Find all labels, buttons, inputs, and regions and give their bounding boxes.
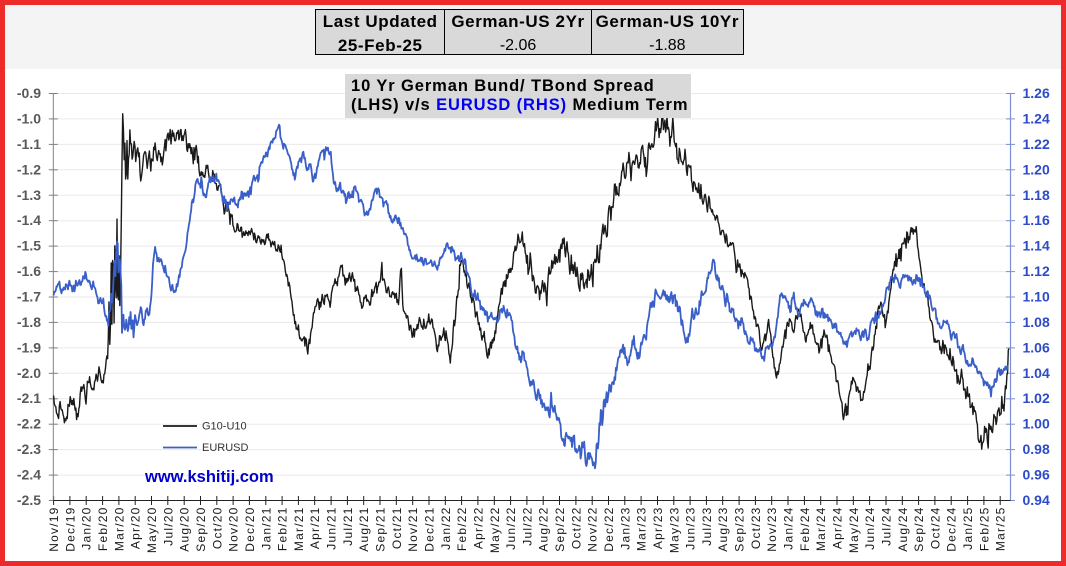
svg-text:1.00: 1.00: [1023, 416, 1050, 432]
svg-text:Mar/25: Mar/25: [994, 506, 1008, 551]
svg-text:Aug/21: Aug/21: [357, 507, 371, 552]
svg-text:Jul/21: Jul/21: [341, 507, 355, 546]
svg-text:Nov/20: Nov/20: [227, 507, 241, 552]
svg-text:1.22: 1.22: [1023, 136, 1050, 152]
svg-text:Sep/21: Sep/21: [374, 507, 388, 552]
svg-text:Jun/23: Jun/23: [684, 507, 698, 550]
svg-text:May/24: May/24: [847, 507, 861, 554]
svg-text:Sep/22: Sep/22: [553, 507, 567, 552]
svg-text:Aug/22: Aug/22: [537, 507, 551, 552]
svg-text:Jul/24: Jul/24: [880, 507, 894, 546]
svg-text:-2.4: -2.4: [17, 467, 41, 483]
svg-text:Feb/21: Feb/21: [276, 507, 290, 552]
svg-text:Dec/19: Dec/19: [63, 507, 77, 552]
svg-text:Feb/24: Feb/24: [798, 507, 812, 552]
svg-text:-2.5: -2.5: [17, 492, 41, 508]
svg-text:Feb/22: Feb/22: [455, 507, 469, 552]
svg-text:Jul/22: Jul/22: [520, 507, 534, 546]
svg-text:1.10: 1.10: [1023, 289, 1050, 305]
svg-text:Jul/20: Jul/20: [161, 507, 175, 546]
svg-text:Dec/20: Dec/20: [243, 507, 257, 552]
svg-text:1.14: 1.14: [1023, 238, 1050, 254]
svg-text:Dec/24: Dec/24: [945, 507, 959, 552]
svg-text:Apr/24: Apr/24: [831, 507, 845, 550]
svg-text:Oct/22: Oct/22: [569, 507, 583, 550]
svg-text:-1.5: -1.5: [17, 238, 41, 254]
svg-text:Feb/25: Feb/25: [977, 507, 991, 552]
svg-text:-0.9: -0.9: [17, 85, 41, 101]
svg-text:-2.2: -2.2: [17, 416, 41, 432]
svg-text:Aug/20: Aug/20: [178, 507, 192, 552]
svg-text:Mar/21: Mar/21: [292, 507, 306, 552]
svg-text:May/22: May/22: [488, 507, 502, 554]
svg-text:Nov/19: Nov/19: [47, 507, 61, 552]
svg-text:1.12: 1.12: [1023, 263, 1050, 279]
svg-text:0.96: 0.96: [1023, 467, 1050, 483]
svg-text:-1.3: -1.3: [17, 187, 41, 203]
svg-text:Oct/21: Oct/21: [390, 507, 404, 550]
svg-text:-2.0: -2.0: [17, 365, 41, 381]
svg-text:0.94: 0.94: [1023, 492, 1050, 508]
svg-text:www.kshitij.com: www.kshitij.com: [144, 468, 274, 486]
svg-text:-1.1: -1.1: [17, 136, 41, 152]
svg-text:1.04: 1.04: [1023, 365, 1050, 381]
svg-text:G10-U10: G10-U10: [202, 421, 247, 433]
svg-text:-1.2: -1.2: [17, 161, 41, 177]
svg-text:Apr/21: Apr/21: [308, 507, 322, 550]
svg-text:-1.6: -1.6: [17, 263, 41, 279]
svg-text:Aug/24: Aug/24: [896, 507, 910, 552]
svg-text:Sep/23: Sep/23: [733, 507, 747, 552]
svg-text:Jan/20: Jan/20: [80, 507, 94, 550]
svg-text:Oct/20: Oct/20: [210, 507, 224, 550]
svg-text:EURUSD: EURUSD: [202, 442, 249, 454]
svg-text:Sep/24: Sep/24: [912, 507, 926, 552]
svg-text:Apr/22: Apr/22: [471, 507, 485, 550]
svg-text:1.18: 1.18: [1023, 187, 1050, 203]
svg-text:Aug/23: Aug/23: [716, 507, 730, 552]
svg-text:Jul/23: Jul/23: [700, 507, 714, 546]
svg-text:Mar/20: Mar/20: [112, 507, 126, 552]
svg-text:Jun/21: Jun/21: [325, 507, 339, 550]
svg-text:Mar/24: Mar/24: [814, 507, 828, 552]
svg-text:1.24: 1.24: [1023, 110, 1050, 126]
svg-text:1.26: 1.26: [1023, 85, 1050, 101]
svg-text:Nov/21: Nov/21: [406, 507, 420, 552]
svg-text:Sep/20: Sep/20: [194, 507, 208, 552]
svg-text:Oct/24: Oct/24: [928, 507, 942, 550]
svg-text:1.16: 1.16: [1023, 212, 1050, 228]
svg-text:-1.0: -1.0: [17, 110, 41, 126]
svg-text:Jan/22: Jan/22: [439, 507, 453, 550]
svg-text:1.02: 1.02: [1023, 390, 1050, 406]
svg-text:Apr/23: Apr/23: [651, 507, 665, 550]
svg-text:-1.8: -1.8: [17, 314, 41, 330]
svg-text:-1.9: -1.9: [17, 339, 41, 355]
svg-text:Jan/24: Jan/24: [782, 507, 796, 550]
svg-text:-1.4: -1.4: [17, 212, 41, 228]
svg-text:1.06: 1.06: [1023, 339, 1050, 355]
svg-text:Jan/25: Jan/25: [961, 507, 975, 550]
svg-text:Dec/21: Dec/21: [423, 507, 437, 552]
svg-text:1.20: 1.20: [1023, 161, 1050, 177]
svg-text:0.98: 0.98: [1023, 441, 1050, 457]
svg-text:-2.1: -2.1: [17, 390, 41, 406]
svg-text:Oct/23: Oct/23: [749, 507, 763, 550]
svg-text:-1.7: -1.7: [17, 289, 41, 305]
svg-text:Dec/22: Dec/22: [602, 507, 616, 552]
svg-text:1.08: 1.08: [1023, 314, 1050, 330]
svg-text:May/23: May/23: [667, 507, 681, 554]
svg-text:-2.3: -2.3: [17, 441, 41, 457]
svg-text:Apr/20: Apr/20: [129, 507, 143, 550]
svg-text:Jun/22: Jun/22: [504, 507, 518, 550]
svg-text:Feb/20: Feb/20: [96, 507, 110, 552]
svg-text:Nov/23: Nov/23: [765, 507, 779, 552]
svg-text:Jan/23: Jan/23: [618, 507, 632, 550]
svg-text:Jun/24: Jun/24: [863, 507, 877, 550]
svg-text:Nov/22: Nov/22: [586, 507, 600, 552]
svg-text:May/20: May/20: [145, 507, 159, 554]
svg-text:Mar/23: Mar/23: [635, 507, 649, 552]
svg-text:Jan/21: Jan/21: [259, 507, 273, 550]
